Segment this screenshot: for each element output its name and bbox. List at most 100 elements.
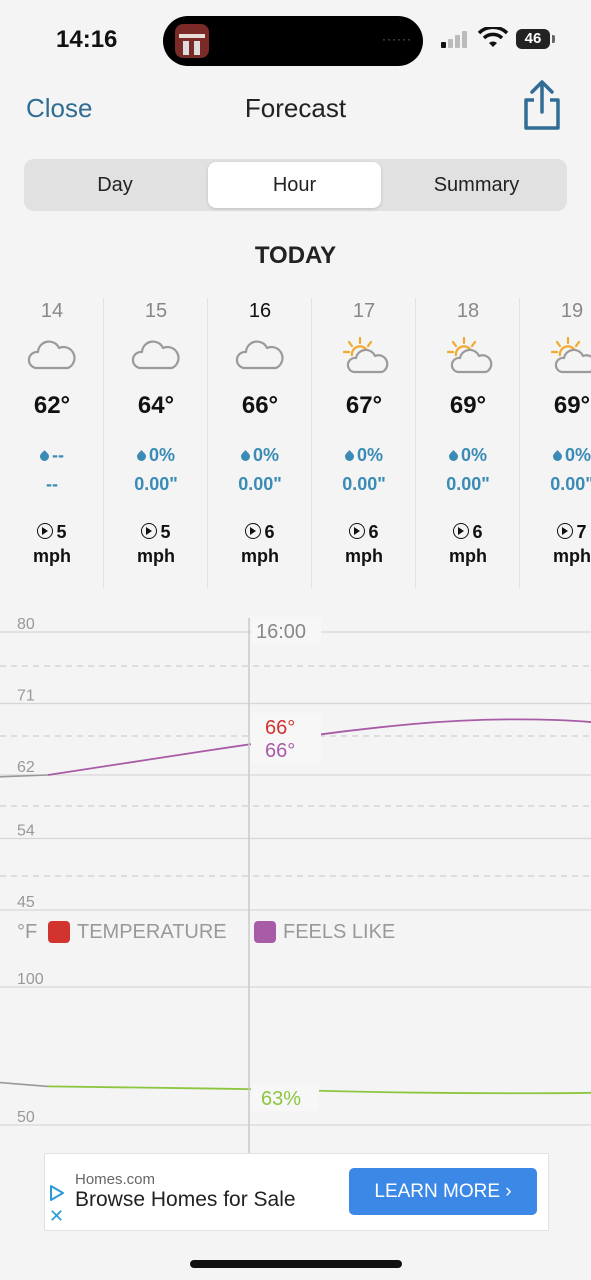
ad-learn-more-button[interactable]: LEARN MORE › bbox=[349, 1168, 537, 1215]
column-divider bbox=[311, 298, 312, 588]
battery-icon: 46 bbox=[516, 29, 550, 49]
ad-banner[interactable] bbox=[44, 1153, 549, 1231]
wind-direction-icon bbox=[557, 523, 574, 539]
column-divider bbox=[103, 298, 104, 588]
audio-activity-icon: ······ bbox=[382, 32, 412, 46]
wifi-icon bbox=[478, 27, 508, 47]
wind-direction-icon bbox=[37, 523, 54, 539]
hour-label: 16 bbox=[248, 300, 272, 322]
day-heading: TODAY bbox=[254, 242, 337, 269]
feels-like-line bbox=[47, 718, 591, 776]
hour-label: 17 bbox=[352, 300, 376, 322]
precip-chance: 0% bbox=[312, 445, 416, 466]
hour-column[interactable]: 15 64° 0% 0.00" 5 mph bbox=[104, 290, 208, 590]
ad-headline: Browse Homes for Sale bbox=[75, 1188, 296, 1211]
hour-column[interactable]: 19 69° 0% 0.00" 7 mph bbox=[520, 290, 591, 590]
y-tick-label: 71 bbox=[17, 687, 35, 704]
precip-amount: -- bbox=[46, 474, 58, 494]
ad-advertiser: Homes.com bbox=[75, 1171, 156, 1188]
wind-unit: mph bbox=[137, 546, 175, 566]
precip-chance: -- bbox=[0, 445, 104, 466]
page-title: Forecast bbox=[244, 93, 347, 123]
wind-direction-icon bbox=[141, 523, 158, 539]
precip-amount: 0.00" bbox=[134, 474, 178, 494]
precip-amount: 0.00" bbox=[550, 474, 591, 494]
partly-sunny-icon bbox=[442, 336, 494, 376]
hour-label: 14 bbox=[40, 300, 64, 322]
segment-summary[interactable]: Summary bbox=[433, 174, 520, 196]
precip-chance: 0% bbox=[520, 445, 591, 466]
precip-amount: 0.00" bbox=[446, 474, 490, 494]
cellular-signal-icon bbox=[441, 30, 469, 48]
home-indicator[interactable] bbox=[190, 1260, 402, 1268]
y-tick-label: 50 bbox=[17, 1109, 35, 1126]
legend-temperature-label: TEMPERATURE bbox=[77, 921, 227, 943]
hour-column[interactable]: 14 62° -- -- 5 mph bbox=[0, 290, 104, 590]
wind-speed: 5 bbox=[104, 522, 208, 543]
cursor-feels-like-value: 66° bbox=[265, 740, 295, 762]
hour-label: 18 bbox=[456, 300, 480, 322]
column-divider bbox=[415, 298, 416, 588]
legend-feels-like-swatch bbox=[254, 921, 276, 943]
status-time: 14:16 bbox=[56, 26, 118, 53]
humidity-line bbox=[47, 1085, 591, 1095]
cursor-humidity-value: 63% bbox=[261, 1088, 301, 1110]
wind-speed: 5 bbox=[0, 522, 104, 543]
wind-direction-icon bbox=[245, 523, 262, 539]
precip-chance: 0% bbox=[104, 445, 208, 466]
precip-amount: 0.00" bbox=[238, 474, 282, 494]
wind-speed: 6 bbox=[208, 522, 312, 543]
y-tick-label: 100 bbox=[17, 971, 44, 988]
forecast-view-segmented-control: Day Hour Summary bbox=[24, 159, 567, 211]
wind-speed: 6 bbox=[416, 522, 520, 543]
segment-hour[interactable]: Hour bbox=[208, 162, 381, 208]
cloud-icon bbox=[26, 336, 78, 376]
raindrop-icon bbox=[135, 449, 148, 463]
hour-label: 19 bbox=[560, 300, 584, 322]
y-tick-label: 54 bbox=[17, 823, 35, 840]
hour-temperature: 69° bbox=[449, 392, 487, 419]
ad-choices-icon[interactable] bbox=[48, 1184, 66, 1202]
legend-unit: °F bbox=[17, 921, 38, 943]
hour-temperature: 64° bbox=[137, 392, 175, 419]
hour-temperature: 62° bbox=[33, 392, 71, 419]
hour-temperature: 67° bbox=[345, 392, 383, 419]
cursor-label-bg bbox=[251, 617, 321, 645]
raindrop-icon bbox=[239, 449, 252, 463]
close-button[interactable]: Close bbox=[26, 93, 93, 123]
wind-direction-icon bbox=[453, 523, 470, 539]
partly-sunny-icon bbox=[338, 336, 390, 376]
wind-unit: mph bbox=[553, 546, 591, 566]
share-icon[interactable] bbox=[518, 78, 566, 132]
hour-column[interactable]: 17 67° 0% 0.00" 6 mph bbox=[312, 290, 416, 590]
hourly-forecast-strip[interactable]: 14 62° -- -- 5 mph 15 64° 0% 0.00" 5 mph 16 66° 0% 0.00… bbox=[0, 290, 591, 590]
y-tick-label: 62 bbox=[17, 759, 35, 776]
cursor-time-label: 16:00 bbox=[256, 621, 306, 643]
raindrop-icon bbox=[343, 449, 356, 463]
now-playing-thumbnail bbox=[175, 24, 209, 58]
wind-unit: mph bbox=[449, 546, 487, 566]
wind-speed: 7 bbox=[520, 522, 591, 543]
cursor-values-bg bbox=[251, 713, 321, 763]
hour-temperature: 69° bbox=[553, 392, 591, 419]
precip-chance: 0% bbox=[208, 445, 312, 466]
hour-label: 15 bbox=[144, 300, 168, 322]
hourly-charts: 80 71 62 54 45 100 50 16:00 66°66° 63% bbox=[0, 616, 591, 1160]
wind-unit: mph bbox=[241, 546, 279, 566]
humidity-past-line bbox=[0, 1081, 49, 1088]
column-divider bbox=[207, 298, 208, 588]
precip-chance: 0% bbox=[416, 445, 520, 466]
hour-temperature: 66° bbox=[241, 392, 279, 419]
y-tick-label: 45 bbox=[17, 894, 35, 911]
ad-close-icon[interactable]: ✕ bbox=[49, 1206, 65, 1226]
legend-temperature-swatch bbox=[48, 921, 70, 943]
wind-unit: mph bbox=[33, 546, 71, 566]
temperature-past-line bbox=[0, 774, 49, 778]
column-divider bbox=[519, 298, 520, 588]
cursor-humidity-bg bbox=[251, 1083, 319, 1111]
wind-direction-icon bbox=[349, 523, 366, 539]
hour-column[interactable]: 16 66° 0% 0.00" 6 mph bbox=[208, 290, 312, 590]
segment-day[interactable]: Day bbox=[97, 174, 133, 196]
raindrop-icon bbox=[38, 449, 51, 463]
hour-column[interactable]: 18 69° 0% 0.00" 6 mph bbox=[416, 290, 520, 590]
